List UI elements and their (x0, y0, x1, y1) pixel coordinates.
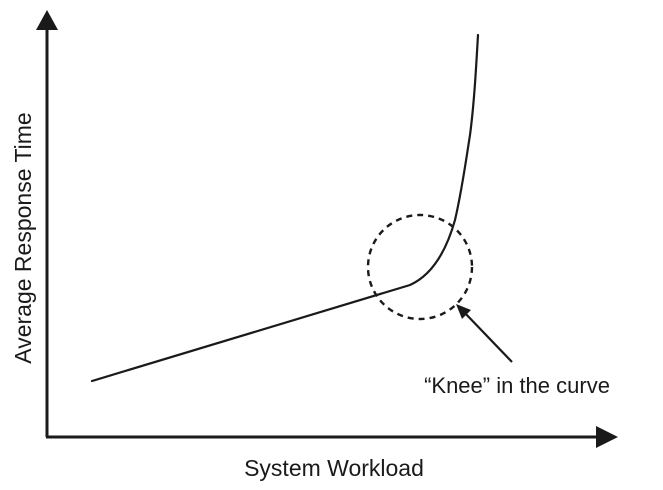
x-axis-arrow (596, 426, 618, 448)
knee-highlight-circle (366, 213, 474, 321)
annotation-arrowhead (456, 304, 471, 319)
x-axis-label: System Workload (244, 455, 424, 481)
annotation-arrow (462, 310, 513, 363)
y-axis-label: Average Response Time (10, 112, 36, 363)
knee-annotation: “Knee” in the curve (424, 373, 610, 398)
y-axis-arrow (36, 10, 58, 30)
response-time-curve (90, 33, 480, 383)
